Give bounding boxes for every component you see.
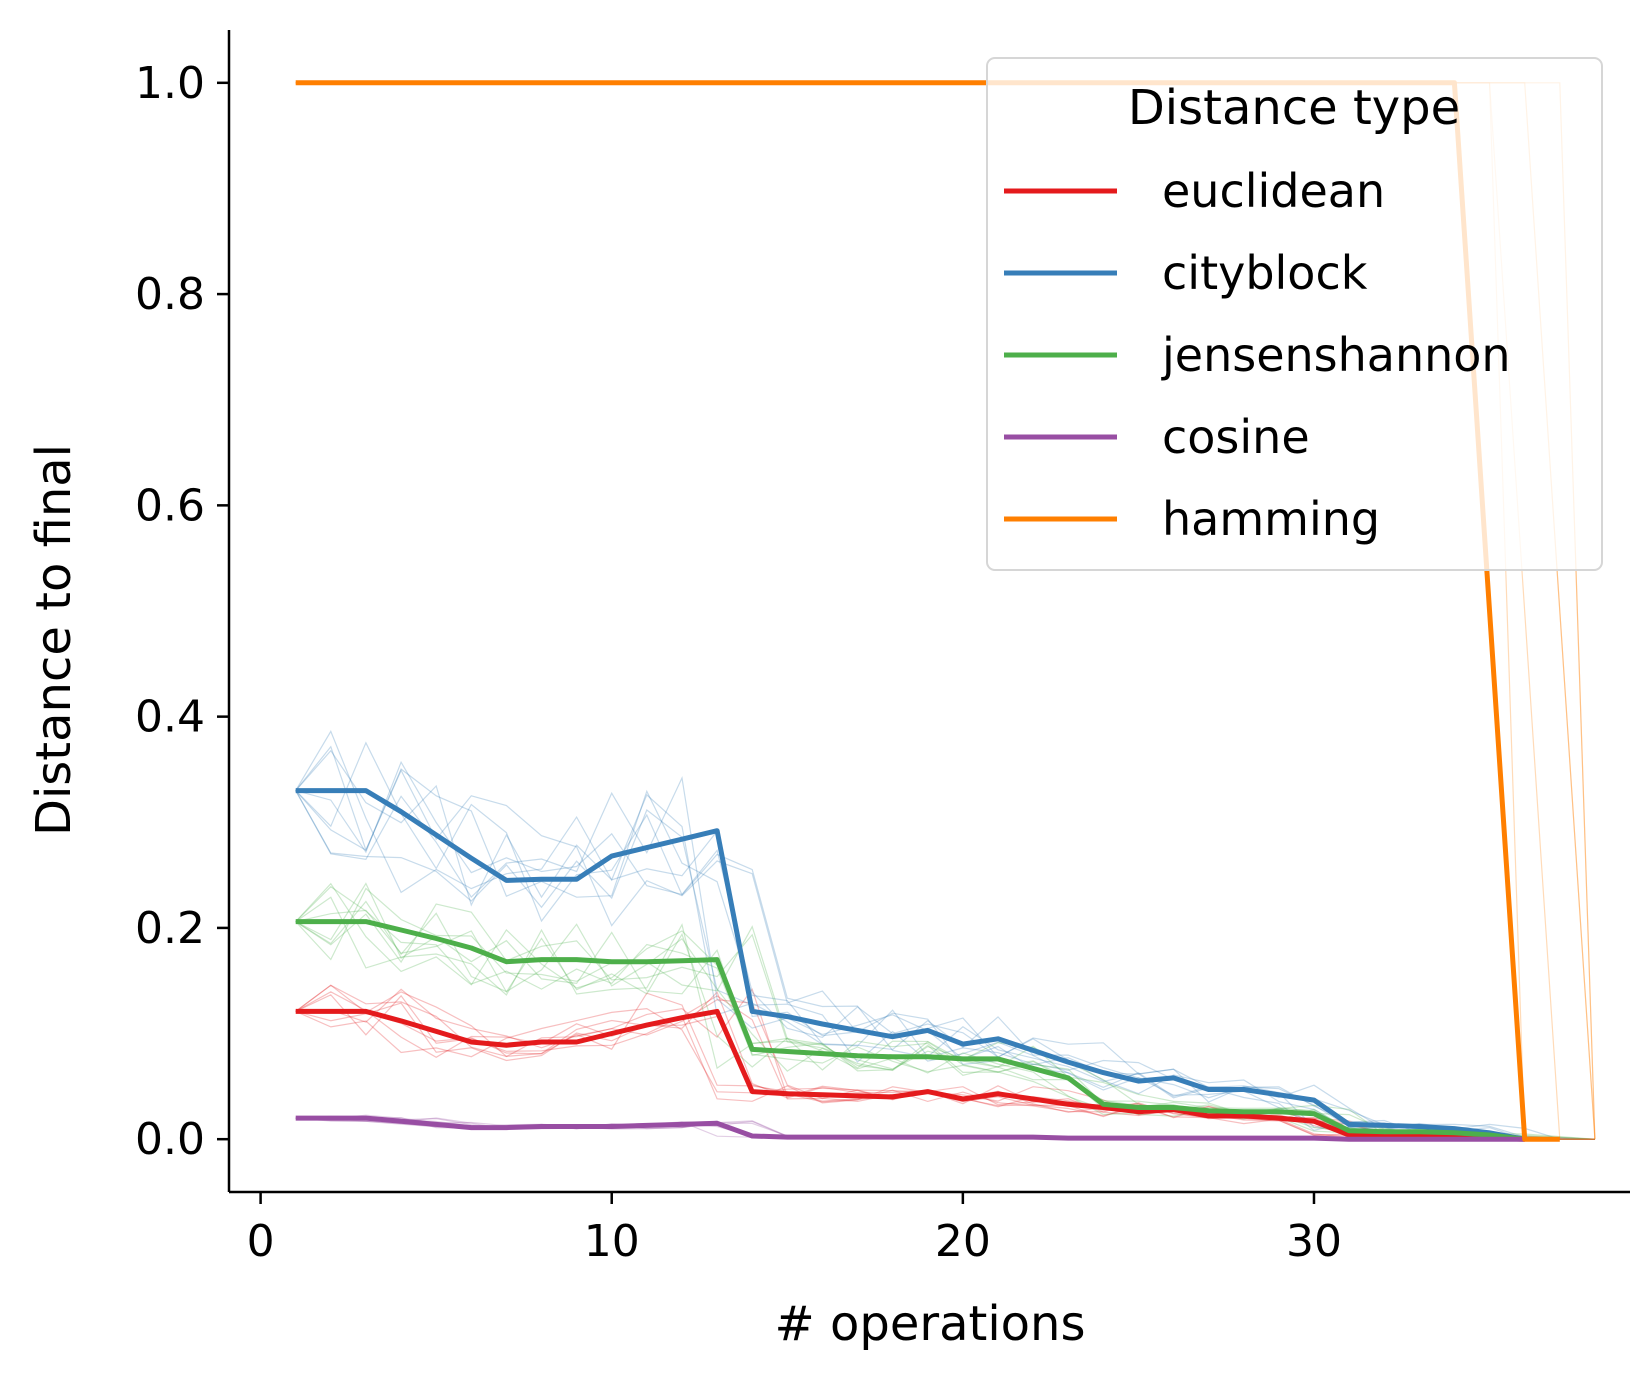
y-axis-label: Distance to final bbox=[26, 444, 82, 836]
x-axis-ticks: 0 10 20 30 bbox=[247, 1192, 1342, 1267]
legend-label-euclidean: euclidean bbox=[1162, 164, 1385, 218]
euclidean-run-trace bbox=[296, 992, 1595, 1139]
x-tick-label: 20 bbox=[935, 1216, 991, 1267]
euclidean-run-trace bbox=[296, 995, 1595, 1139]
jensenshannon-run-trace bbox=[296, 904, 1595, 1139]
x-tick-label: 10 bbox=[584, 1216, 640, 1267]
legend-title: Distance type bbox=[1128, 80, 1460, 136]
legend-label-hamming: hamming bbox=[1162, 492, 1380, 546]
jensenshannon-run-trace bbox=[296, 910, 1560, 1139]
cityblock-line bbox=[296, 791, 1525, 1140]
y-tick-label: 0.2 bbox=[135, 903, 205, 954]
legend-label-cityblock: cityblock bbox=[1162, 246, 1368, 300]
y-tick-label: 0.8 bbox=[135, 269, 205, 320]
x-axis-label: # operations bbox=[775, 1296, 1086, 1352]
jensenshannon-run-trace bbox=[296, 884, 1595, 1139]
y-tick-label: 0.4 bbox=[135, 692, 205, 743]
cityblock-run-trace bbox=[296, 731, 1595, 1139]
legend-label-cosine: cosine bbox=[1162, 410, 1310, 464]
y-axis-ticks: 0.0 0.2 0.4 0.6 0.8 1.0 bbox=[135, 58, 229, 1165]
legend: Distance type euclidean cityblock jensensh… bbox=[987, 58, 1602, 570]
cityblock-run-trace bbox=[296, 778, 1595, 1139]
y-tick-label: 0.6 bbox=[135, 480, 205, 531]
legend-label-jensenshannon: jensenshannon bbox=[1161, 328, 1511, 382]
x-tick-label: 30 bbox=[1286, 1216, 1342, 1267]
euclidean-run-trace bbox=[296, 992, 1595, 1139]
jensenshannon-run-trace bbox=[296, 897, 1595, 1139]
euclidean-run-trace bbox=[296, 993, 1560, 1139]
jensenshannon-run-trace bbox=[296, 889, 1595, 1140]
euclidean-run-trace bbox=[296, 989, 1595, 1139]
cityblock-run-trace bbox=[296, 743, 1560, 1139]
euclidean-run-trace bbox=[296, 985, 1595, 1139]
x-tick-label: 0 bbox=[247, 1216, 275, 1267]
line-chart: 0 10 20 30 0.00.20.40.60.81.0 # operations … bbox=[0, 0, 1652, 1379]
euclidean-run-trace bbox=[296, 985, 1560, 1139]
cityblock-run-trace bbox=[296, 751, 1595, 1139]
y-tick-label: 0.0 bbox=[135, 1114, 205, 1165]
cityblock-run-trace bbox=[296, 747, 1595, 1139]
y-tick-label: 1.0 bbox=[135, 58, 205, 109]
